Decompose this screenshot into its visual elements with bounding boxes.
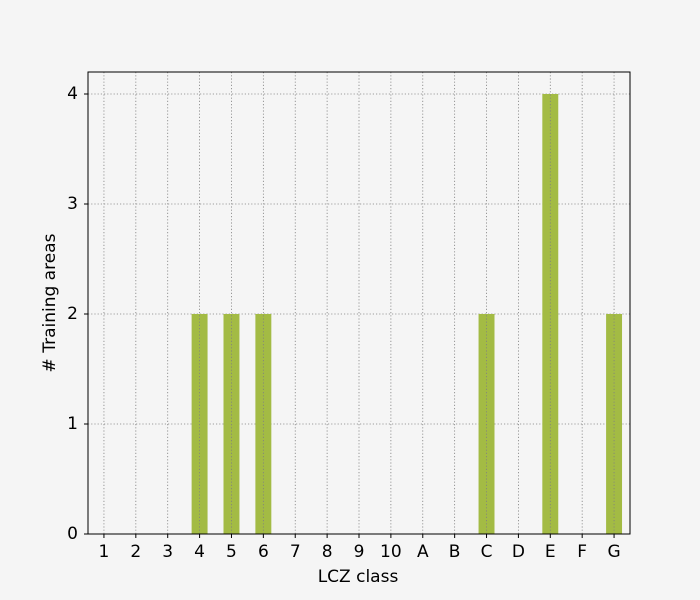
x-tick-label: B [449,542,461,562]
x-tick-label: 3 [162,542,173,562]
x-tick-label: G [607,542,620,562]
x-tick-label: 4 [194,542,205,562]
x-tick-label: 10 [380,542,402,562]
x-tick-label: 8 [322,542,333,562]
x-tick-label: E [545,542,556,562]
x-tick-label: F [577,542,587,562]
x-tick-label: C [481,542,493,562]
bar [542,94,559,534]
x-tick-label: D [512,542,525,562]
y-tick-label: 4 [67,84,78,104]
y-tick-label: 1 [67,414,78,434]
plot-area [88,72,630,535]
y-tick-label: 3 [67,194,78,214]
x-tick-label: 7 [290,542,301,562]
y-axis-label: # Training areas [40,233,60,372]
x-tick-label: 5 [226,542,237,562]
x-tick-label: 9 [354,542,365,562]
x-tick-label: A [417,542,429,562]
y-tick-label: 0 [67,524,78,544]
x-tick-label: 2 [130,542,141,562]
x-tick-label: 1 [99,542,110,562]
x-axis-label: LCZ class [318,567,399,587]
x-tick-label: 6 [258,542,269,562]
y-tick-label: 2 [67,304,78,324]
